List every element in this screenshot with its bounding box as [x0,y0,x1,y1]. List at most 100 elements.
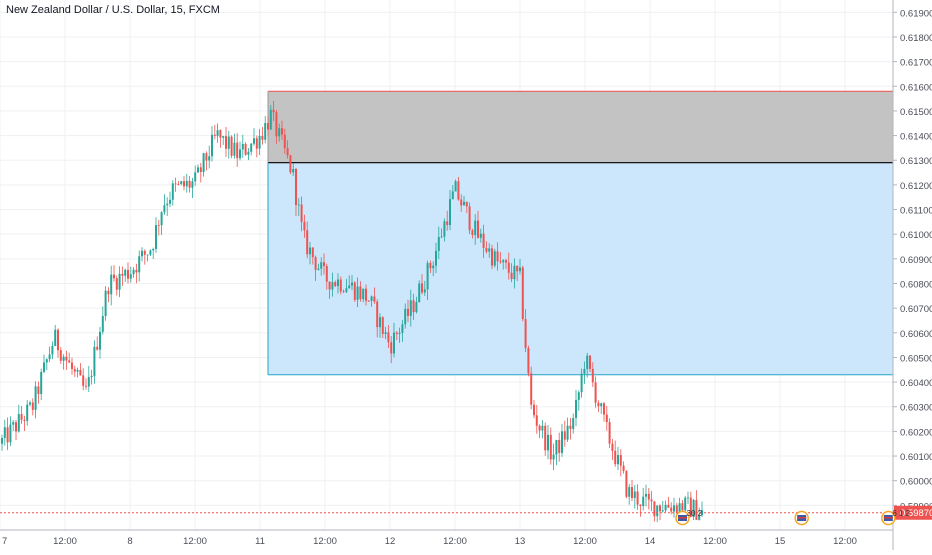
candle-body [586,355,589,369]
event-label: 30 2 [687,509,703,518]
event-flag-icon[interactable]: 30 2 [675,509,703,526]
candle-body [104,290,107,317]
flag-stripe [678,517,687,519]
candle-body [353,282,356,300]
candle-body [379,317,381,328]
candle-body [110,274,113,295]
candle-body [639,504,642,507]
candle-body [636,491,639,505]
candle-body [541,425,544,431]
candle-body [398,332,401,334]
candle-body [603,403,605,415]
candle-body [54,329,57,346]
candle-body [1,438,3,444]
candle-body [183,181,185,187]
candle-body [127,269,129,279]
candle-body [513,265,516,280]
candle-body [351,282,353,286]
event-markers[interactable]: 30 2 6 1 2 [675,509,911,526]
candle-body [202,153,205,173]
candle-body [272,109,275,113]
candle-body [253,138,255,144]
candle-body [62,356,65,361]
y-tick-label: 0.61600 [900,82,932,93]
candle-body [544,425,547,451]
candle-body [68,360,71,363]
candle-body [499,261,502,263]
candle-body [208,156,211,161]
time-axis[interactable]: 7 12:00 8 12:00 11 12:00 12 12:00 13 12:00 14 12:00… [0,529,893,547]
candle-body [3,427,6,439]
candle-body [236,142,239,159]
y-tick-label: 0.61400 [900,132,932,143]
candle-body [29,402,31,405]
candle-body [23,419,26,421]
candle-body [283,134,286,149]
flag-stripe [883,517,893,519]
candle-body [482,233,485,248]
event-flag-icon[interactable]: 6 1 2 [881,509,911,526]
candle-body [418,283,421,302]
candle-body [443,221,446,237]
candle-body [73,368,76,372]
candle-body [449,199,451,226]
event-flag-icon[interactable] [794,510,809,526]
candle-body [76,369,79,372]
supply-zone[interactable] [268,91,893,163]
candle-body [474,220,477,235]
candle-body [255,138,258,149]
candle-body [359,286,362,300]
chart-title: New Zealand Dollar / U.S. Dollar, 15, FX… [6,4,220,16]
candle-body [37,386,40,395]
candle-body [502,260,505,263]
candle-body [412,300,415,313]
demand-zone[interactable] [268,162,893,375]
candle-body [191,181,194,188]
candle-body [656,505,659,517]
candle-body [194,172,197,182]
candle-body [124,269,127,276]
candle-body [115,278,118,290]
candle-body [213,134,216,136]
candle-body [454,181,457,192]
candle-body [269,109,272,130]
candle-body [446,221,449,226]
candle-body [617,455,619,465]
candle-body [605,414,608,423]
candle-body [650,499,653,502]
candle-body [82,375,85,386]
candle-body [463,201,465,206]
candle-body [395,332,398,334]
x-tick-label: 11 [255,536,265,547]
candle-body [376,301,379,328]
candle-body [314,257,317,270]
candle-body [614,450,617,465]
candle-body [356,286,359,300]
candle-body [569,425,572,429]
candle-body [188,180,191,188]
candle-body [401,324,404,333]
candle-body [160,212,163,226]
candle-body [572,417,575,429]
candle-body [631,487,633,499]
candle-body [331,282,334,290]
candle-body [48,354,51,360]
candle-body [20,414,23,420]
y-tick-label: 0.61100 [900,206,932,217]
candle-body [594,382,597,403]
y-tick-label: 0.61300 [900,156,932,167]
candle-body [521,267,524,320]
candle-body [57,329,59,351]
candle-body [219,130,222,138]
candle-body [437,237,440,251]
candle-body [687,497,689,499]
candle-body [491,248,493,266]
candle-body [577,392,580,400]
candle-body [516,265,519,272]
candle-body [681,503,684,511]
candle-body [362,288,365,300]
candle-body [174,183,177,185]
